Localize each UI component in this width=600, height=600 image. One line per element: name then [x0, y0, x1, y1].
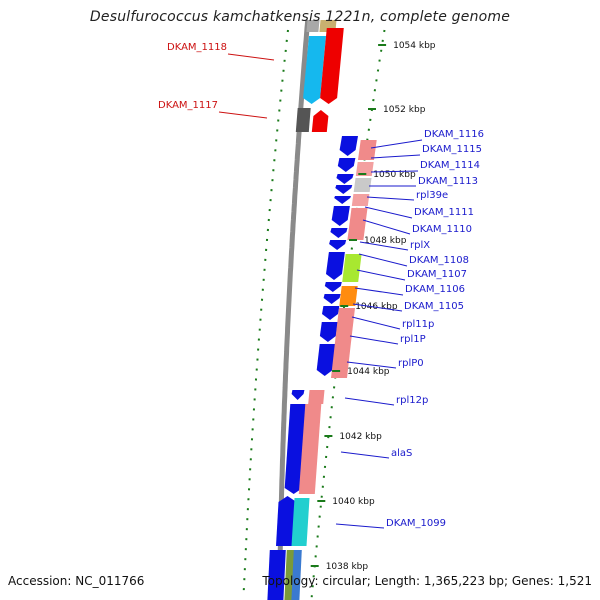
gene-label-leader: [349, 335, 399, 345]
gene-label-leader: [344, 397, 395, 406]
gene-label: DKAM_1106: [405, 284, 465, 295]
gene-block-right-7: [334, 308, 355, 344]
gene-label: rpl39e: [416, 190, 448, 201]
scale-label: 1040 kbp: [332, 497, 375, 507]
gene-arrow-blue-10: [323, 294, 341, 304]
gene-arrow-blue-9: [324, 282, 342, 292]
gene-arrow-blue-3: [335, 185, 353, 194]
gene-label-leader: [354, 287, 404, 296]
gene-block-top-gray: [306, 20, 320, 32]
gene-block-right-8: [331, 344, 351, 378]
gene-red-block: [320, 28, 344, 104]
gene-block-rpl12p: [308, 390, 325, 404]
gene-arrow-blue-13: [316, 344, 336, 376]
gene-DKAM_1117-block: [295, 108, 311, 132]
gene-arrow-blue-4: [334, 196, 351, 204]
gene-label-leader: [335, 523, 385, 529]
gene-label-leader: [340, 451, 390, 459]
scale-label: 1044 kbp: [347, 367, 390, 377]
gene-label: DKAM_1117: [158, 100, 218, 111]
gene-bottom-steel: [291, 550, 302, 600]
gene-alaS-pink: [298, 404, 322, 494]
gene-label: rpl1P: [400, 334, 426, 345]
gene-label: rplX: [410, 240, 430, 251]
gene-label-leader: [351, 316, 401, 330]
gene-label: DKAM_1099: [386, 518, 446, 529]
scale-label: 1054 kbp: [393, 41, 436, 51]
gene-arrow-blue-7: [329, 240, 347, 250]
gene-label: DKAM_1108: [409, 255, 469, 266]
gene-arrow-blue-5: [331, 206, 350, 226]
gene-label-leader: [358, 253, 408, 267]
gene-DKAM_1099-cyan: [291, 498, 310, 546]
gene-arrow-blue-12: [319, 322, 338, 342]
gene-label-leader: [346, 361, 397, 369]
scale-label: 1052 kbp: [383, 105, 426, 115]
gene-label-leader: [227, 53, 275, 61]
gene-label: DKAM_1115: [422, 144, 482, 155]
gene-bottom-blue: [267, 550, 286, 600]
gene-block-right-2: [353, 178, 372, 192]
gene-label: DKAM_1111: [414, 207, 474, 218]
gene-arrow-blue-8: [326, 252, 345, 280]
gene-DKAM_1118-block: [303, 36, 326, 104]
scale-label: 1050 kbp: [373, 170, 416, 180]
gene-arrow-blue-1: [337, 158, 356, 172]
gene-label: rpl11p: [402, 319, 434, 330]
gene-red-small-block: [311, 110, 329, 132]
gene-label: DKAM_1107: [407, 269, 467, 280]
gene-label: rpl12p: [396, 395, 428, 406]
scale-label: 1042 kbp: [339, 432, 382, 442]
gene-block-right-1: [355, 162, 374, 176]
gene-labels: DKAM_1118 DKAM_1117 DKAM_1116 DKAM_1115 DKAM…: [158, 42, 484, 529]
gene-label-leader: [218, 111, 268, 119]
scale-label: 1038 kbp: [326, 562, 369, 572]
gene-arrow-blue-rpl12p: [291, 390, 305, 400]
gene-label-leader: [370, 139, 423, 149]
gene-label: DKAM_1110: [412, 224, 472, 235]
gene-DKAM_1099-blue: [276, 496, 297, 546]
gene-label: DKAM_1116: [424, 129, 484, 140]
gene-label: DKAM_1105: [404, 301, 464, 312]
gene-label-leader: [356, 269, 406, 281]
gene-label: DKAM_1118: [167, 42, 227, 53]
gene-arrow-blue-0: [339, 136, 358, 156]
gene-block-right-6: [339, 286, 358, 306]
gene-label: alaS: [391, 448, 412, 459]
gene-arrow-blue-11: [322, 306, 340, 320]
gene-block-right-3: [351, 194, 370, 206]
gene-label-leader: [362, 219, 411, 235]
gene-label-leader: [364, 206, 413, 219]
gene-arrow-blue-2: [336, 174, 354, 184]
gene-label-leader: [359, 241, 409, 251]
gene-label-leader: [352, 303, 403, 312]
gene-block-right-0: [358, 140, 377, 160]
gene-label: rplP0: [398, 358, 424, 369]
scale-label: 1048 kbp: [364, 236, 407, 246]
gene-arrow-blue-6: [330, 228, 348, 238]
accession-text: Accession: NC_011766: [8, 574, 145, 588]
gene-block-right-5: [342, 254, 362, 282]
topology-text: Topology: circular; Length: 1,365,223 bp…: [262, 574, 592, 588]
gene-label-leader: [370, 170, 419, 173]
map-title: Desulfurococcus kamchatkensis 1221n, com…: [89, 9, 511, 25]
gene-label-leader: [370, 154, 421, 159]
gene-label-leader: [366, 196, 415, 201]
gene-block-right-4: [347, 208, 368, 240]
gene-label: DKAM_1113: [418, 176, 478, 187]
gene-label: DKAM_1114: [420, 160, 480, 171]
